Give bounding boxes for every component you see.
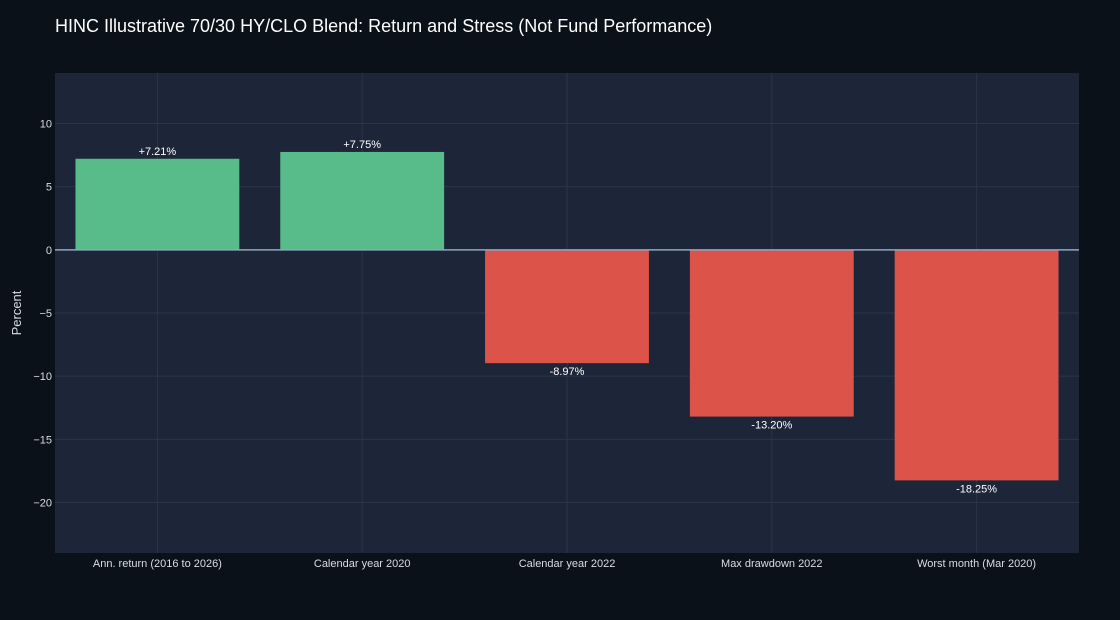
- y-tick-label: −5: [39, 308, 52, 320]
- data-labels: +7.21% +7.75% -8.97% -13.20% -18.25%: [139, 139, 998, 495]
- y-tick-label: 5: [46, 182, 52, 194]
- bar: [689, 249, 854, 417]
- x-tick-label: Calendar year 2022: [519, 558, 616, 570]
- y-tick-label: 10: [40, 119, 52, 131]
- y-tick-label: −10: [33, 371, 52, 383]
- bar-data-label: -18.25%: [956, 483, 997, 495]
- bar: [280, 151, 445, 250]
- y-axis-ticks: 10 5 0 −5 −10 −15 −20: [33, 119, 52, 510]
- x-tick-label: Worst month (Mar 2020): [917, 558, 1036, 570]
- bar: [485, 249, 649, 364]
- bars: [75, 151, 1059, 481]
- y-tick-label: −15: [33, 434, 52, 446]
- x-axis-ticks: Ann. return (2016 to 2026) Calendar year …: [93, 558, 1036, 570]
- bar-data-label: +7.75%: [343, 139, 381, 151]
- bar-data-label: -13.20%: [751, 420, 792, 432]
- bar: [894, 249, 1059, 481]
- bar-data-label: -8.97%: [550, 366, 585, 378]
- chart-title: HINC Illustrative 70/30 HY/CLO Blend: Re…: [55, 16, 713, 36]
- x-tick-label: Ann. return (2016 to 2026): [93, 558, 222, 570]
- y-tick-label: −20: [33, 497, 52, 509]
- x-tick-label: Max drawdown 2022: [721, 558, 823, 570]
- bar-data-label: +7.21%: [139, 146, 177, 158]
- y-tick-label: 0: [46, 245, 52, 257]
- x-tick-label: Calendar year 2020: [314, 558, 411, 570]
- bar: [75, 158, 240, 250]
- y-axis-title: Percent: [9, 290, 24, 335]
- gridlines: [55, 73, 1079, 553]
